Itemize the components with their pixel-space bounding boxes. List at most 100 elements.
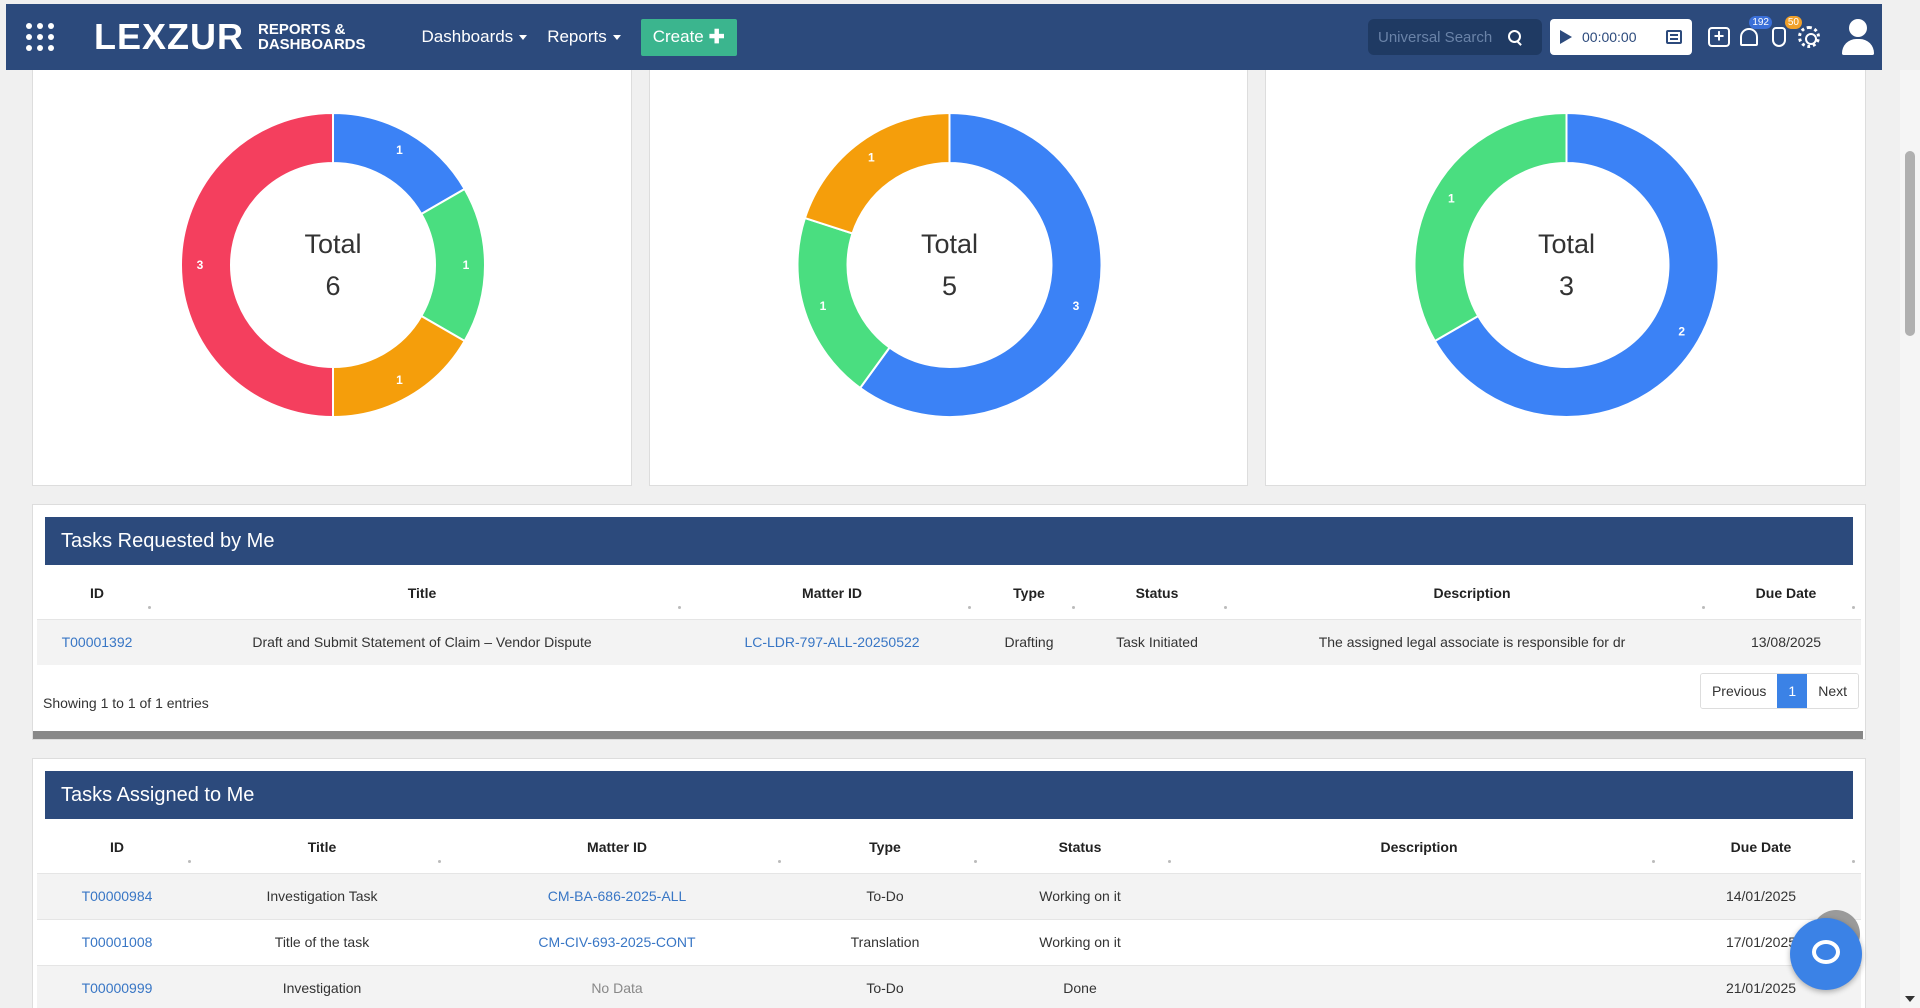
reports-menu[interactable]: Reports <box>547 27 621 47</box>
play-icon[interactable] <box>1560 30 1572 44</box>
sort-icon <box>968 605 971 609</box>
column-header[interactable]: Status <box>1081 567 1233 619</box>
task-description <box>1177 872 1661 919</box>
gear-icon <box>1798 26 1820 48</box>
column-header[interactable]: Due Date <box>1711 567 1861 619</box>
donut-slice-2-in-progress[interactable] <box>419 187 486 343</box>
reminders-button[interactable]: 50 <box>1764 16 1802 52</box>
section-title: Tasks Requested by Me <box>45 517 1853 565</box>
caret-down-icon <box>519 34 528 40</box>
table-row: T00000999 Investigation No Data To-Do Do… <box>37 964 1861 1008</box>
column-header[interactable]: ID <box>37 821 197 873</box>
task-type: Drafting <box>977 618 1081 665</box>
task-status: Working on it <box>983 872 1177 919</box>
slice-value-label: 3 <box>1073 299 1080 313</box>
nav-menu: Dashboards Reports Create ✚ <box>422 18 737 56</box>
column-header[interactable]: Description <box>1233 567 1711 619</box>
donut-total-value: 6 <box>325 271 340 301</box>
task-title: Investigation Task <box>197 872 447 919</box>
donut-slice-review[interactable] <box>796 216 891 390</box>
slice-value-label: 1 <box>820 299 827 313</box>
add-comment-icon: + <box>1708 27 1730 47</box>
column-header[interactable]: Matter ID <box>687 567 977 619</box>
sort-icon <box>1168 859 1171 863</box>
donut-slice-request-received[interactable] <box>180 111 334 419</box>
donut-total-value: 3 <box>1559 271 1574 301</box>
donut-slice-3-closed[interactable] <box>332 314 467 419</box>
vertical-scrollbar[interactable] <box>1900 70 1920 1008</box>
matter-id-link[interactable]: LC-LDR-797-ALL-20250522 <box>744 634 920 651</box>
timer-log-icon[interactable] <box>1666 30 1682 44</box>
column-header[interactable]: Title <box>157 567 687 619</box>
table-row: T00001392 Draft and Submit Statement of … <box>37 618 1861 665</box>
column-header[interactable]: Type <box>977 567 1081 619</box>
sort-icon <box>1224 605 1227 609</box>
donut-slice-in-progress[interactable] <box>332 111 467 216</box>
reminder-icon <box>1772 27 1786 47</box>
brand-logo[interactable]: LEXZUR REPORTS & DASHBOARDS <box>94 16 366 58</box>
donut-slice-drafting[interactable] <box>1433 111 1720 418</box>
column-header[interactable]: Title <box>197 821 447 873</box>
donut-chart-3: 2 1 Total 3 <box>1413 111 1720 418</box>
matter-id-link[interactable]: CM-CIV-693-2025-CONT <box>538 934 696 950</box>
column-header[interactable]: Matter ID <box>447 821 787 873</box>
plus-icon: ✚ <box>708 26 725 48</box>
tasks-assigned-section: Tasks Assigned to Me ID Title Matter ID … <box>32 758 1866 1008</box>
column-header[interactable]: Type <box>787 821 983 873</box>
notifications-button[interactable]: 192 <box>1734 16 1772 52</box>
slice-value-label: 1 <box>396 373 403 387</box>
matter-id-link[interactable]: CM-BA-686-2025-ALL <box>547 888 687 904</box>
search-input[interactable] <box>1378 28 1508 46</box>
next-page-button[interactable]: Next <box>1807 674 1858 708</box>
scrollbar-thumb[interactable] <box>1905 151 1915 336</box>
search-icon[interactable] <box>1508 29 1523 45</box>
slice-value-label: 1 <box>868 150 875 164</box>
task-title: Draft and Submit Statement of Claim – Ve… <box>157 618 687 665</box>
sort-icon <box>974 859 977 863</box>
slice-value-label: 2 <box>1678 325 1685 339</box>
brand-subtitle-line2: DASHBOARDS <box>258 36 366 53</box>
task-id-link[interactable]: T00001392 <box>61 634 133 651</box>
universal-search <box>1368 19 1542 55</box>
apps-grid-icon[interactable] <box>24 21 56 53</box>
column-header[interactable]: ID <box>37 567 157 619</box>
column-header[interactable]: Due Date <box>1661 821 1861 873</box>
task-status: Task Initiated <box>1081 618 1233 665</box>
task-id-link[interactable]: T00000984 <box>81 888 153 904</box>
task-id-link[interactable]: T00000999 <box>81 980 153 997</box>
donut-slice-2-in-progress[interactable] <box>803 111 951 235</box>
matter-id-empty: No Data <box>591 980 643 997</box>
sort-icon <box>1072 605 1075 609</box>
user-avatar-icon[interactable] <box>1840 19 1876 55</box>
sort-icon <box>778 859 781 863</box>
previous-page-button[interactable]: Previous <box>1700 674 1778 708</box>
task-id-link[interactable]: T00001008 <box>81 934 153 950</box>
donut-slice-rejected[interactable] <box>1413 111 1568 343</box>
sort-icon <box>678 605 681 609</box>
task-title: Investigation <box>197 964 447 1008</box>
settings-button[interactable] <box>1794 22 1824 52</box>
donut-slice-in-progress[interactable] <box>858 111 1103 418</box>
tasks-requested-table: ID Title Matter ID Type Status Descripti… <box>37 567 1861 665</box>
column-header[interactable]: Status <box>983 821 1177 873</box>
quick-add-button[interactable]: + <box>1704 22 1734 52</box>
sort-icon <box>438 859 441 863</box>
create-button-label: Create <box>652 27 704 46</box>
dashboards-menu[interactable]: Dashboards <box>422 27 528 47</box>
page-1-button[interactable]: 1 <box>1777 674 1808 708</box>
create-button[interactable]: Create ✚ <box>640 18 737 56</box>
column-header[interactable]: Description <box>1177 821 1661 873</box>
horizontal-scrollbar[interactable] <box>33 731 1863 739</box>
task-type: To-Do <box>787 964 983 1008</box>
tasks-assigned-table: ID Title Matter ID Type Status Descripti… <box>37 821 1861 1008</box>
top-navbar: LEXZUR REPORTS & DASHBOARDS Dashboards R… <box>6 4 1882 70</box>
donut-center-label: Total <box>921 229 978 259</box>
sort-icon <box>148 605 151 609</box>
donut-center-label: Total <box>304 229 361 259</box>
table-header-row: ID Title Matter ID Type Status Descripti… <box>37 821 1861 873</box>
chat-support-icon[interactable] <box>1790 918 1862 990</box>
task-type: Translation <box>787 918 983 965</box>
timer-value: 00:00:00 <box>1582 29 1637 45</box>
scroll-down-arrow-icon[interactable] <box>1905 996 1915 1002</box>
